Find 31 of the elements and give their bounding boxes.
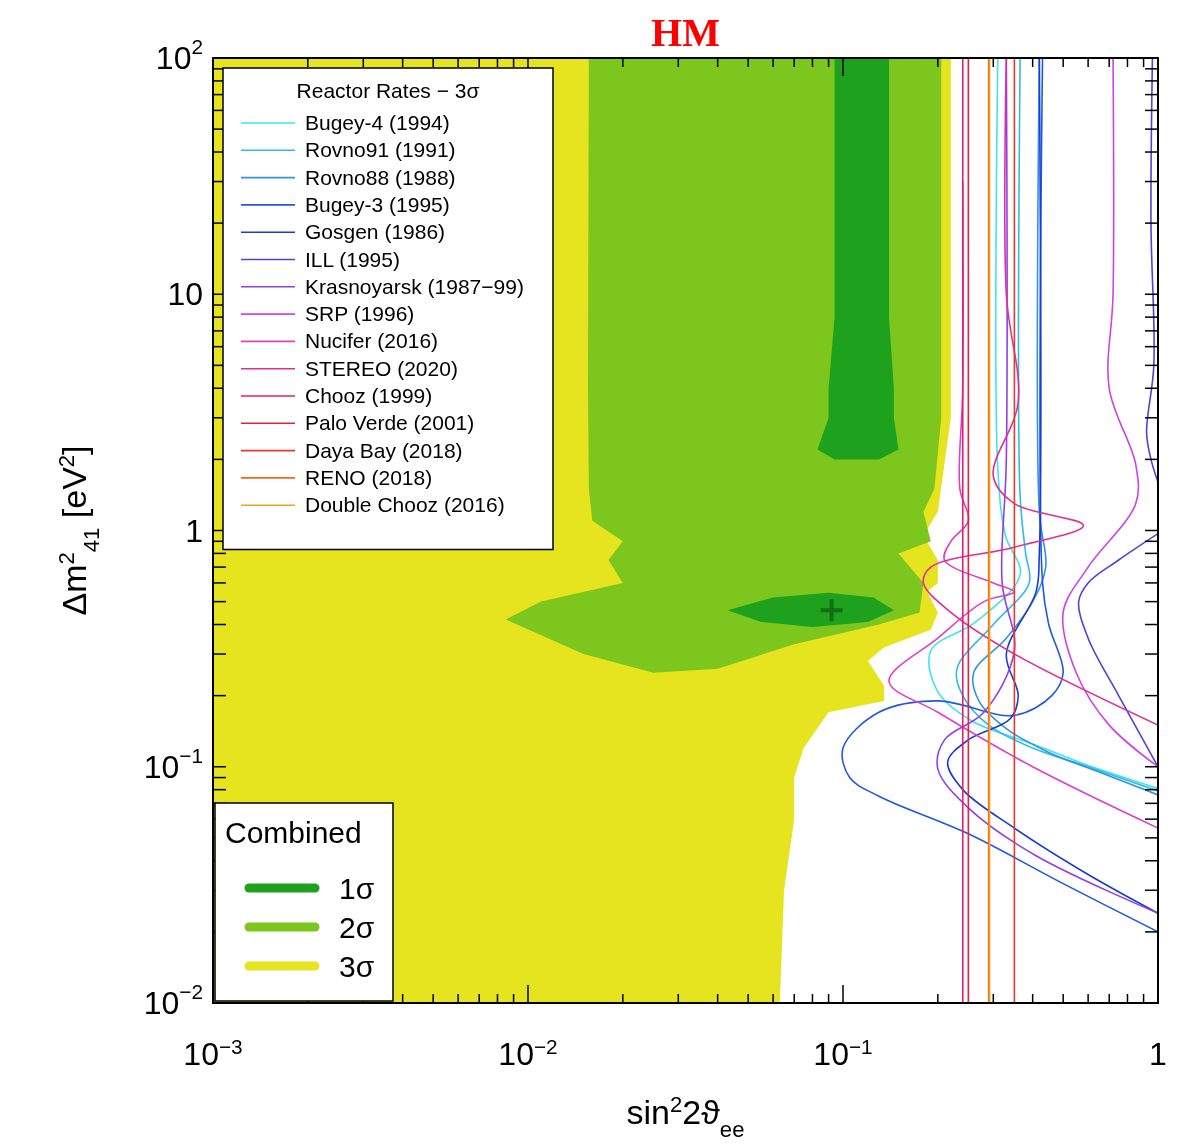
y-tick-label: 10$^{−2}$: [143, 980, 203, 1021]
legend-title: Reactor Rates − 3σ: [296, 79, 480, 102]
legend-label: RENO (2018): [305, 465, 433, 489]
legend-label: Rovno88 (1988): [305, 165, 456, 189]
legend-label: Bugey-3 (1995): [305, 192, 450, 216]
legend-label: Bugey-4 (1994): [305, 111, 450, 134]
legend-label: 2σ: [339, 911, 375, 944]
legend-label: ILL (1995): [305, 247, 400, 271]
legend-label: Rovno91 (1991): [305, 138, 456, 162]
y-tick-label: 1: [185, 512, 203, 549]
legend-label: Gosgen (1986): [305, 220, 446, 244]
legend-label: Nucifer (2016): [305, 329, 439, 353]
y-tick-label: 10: [167, 276, 203, 313]
legend-label: Double Chooz (2016): [305, 493, 505, 517]
annotation: Combined: [225, 816, 362, 849]
legend-label: Chooz (1999): [305, 384, 433, 407]
legend-label: 3σ: [339, 950, 375, 983]
legend-label: SRP (1996): [305, 302, 415, 326]
legend-label: Krasnoyarsk (1987−99): [305, 274, 524, 298]
x-axis-title: sin$^{2}$2ϑ$_{ee}$: [626, 1091, 745, 1142]
legend-label: Palo Verde (2001): [305, 411, 475, 435]
x-tick-label: 10$^{−3}$: [183, 1034, 243, 1072]
x-tick-label: 10$^{−1}$: [813, 1034, 873, 1072]
x-tick-label: 10$^{−2}$: [498, 1034, 558, 1072]
legend-label: STEREO (2020): [305, 356, 458, 380]
y-tick-label: 10$^{2}$: [155, 35, 203, 76]
legend-label: Daya Bay (2018): [305, 438, 463, 462]
legend-label: 1σ: [339, 872, 375, 905]
y-tick-label: 10$^{−1}$: [143, 743, 203, 785]
x-tick-label: 1: [1149, 1036, 1167, 1072]
chart-title: HM: [651, 10, 720, 55]
